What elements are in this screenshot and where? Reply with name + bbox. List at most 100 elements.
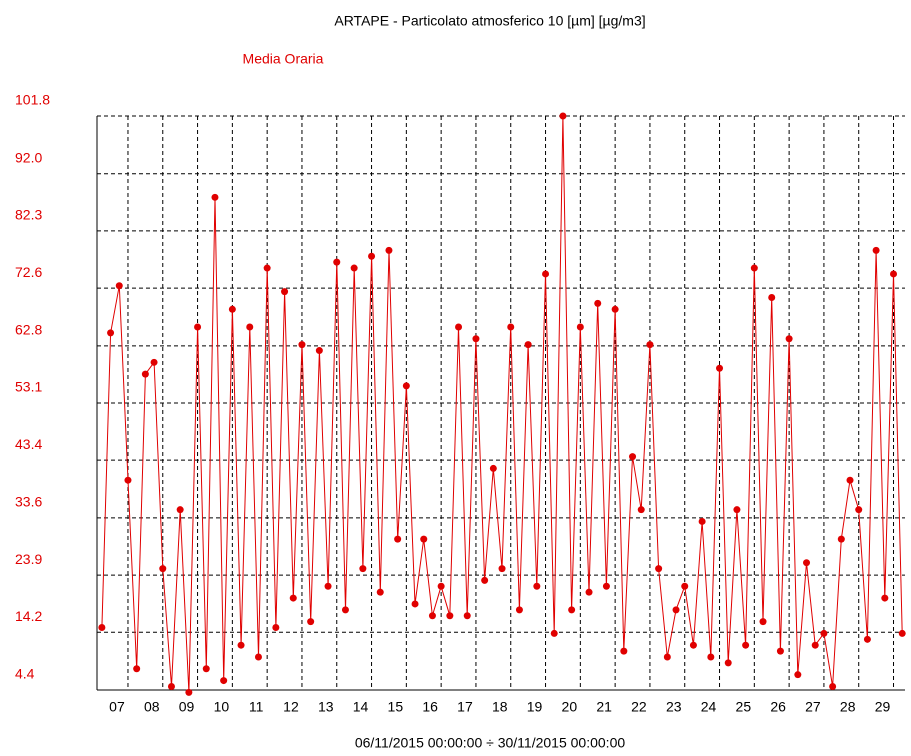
x-tick-label: 13 xyxy=(318,699,334,715)
data-point xyxy=(724,659,732,667)
data-point xyxy=(498,565,506,573)
data-point xyxy=(263,264,271,272)
data-point xyxy=(689,641,697,649)
y-tick-label: 101.8 xyxy=(15,92,50,108)
data-point xyxy=(150,358,158,366)
data-point xyxy=(115,282,123,290)
x-tick-label: 20 xyxy=(562,699,578,715)
data-point xyxy=(237,641,245,649)
data-point xyxy=(394,535,402,543)
data-point xyxy=(655,565,663,573)
data-point xyxy=(620,647,628,655)
data-point xyxy=(98,624,106,632)
data-point xyxy=(768,294,776,302)
data-point xyxy=(672,606,680,614)
data-point xyxy=(576,323,584,331)
y-tick-label: 14.2 xyxy=(15,608,42,624)
data-point xyxy=(167,682,175,690)
data-point xyxy=(750,264,758,272)
data-point xyxy=(289,594,297,602)
data-point xyxy=(211,193,219,201)
data-point xyxy=(272,624,280,632)
x-tick-label: 29 xyxy=(875,699,891,715)
data-point xyxy=(472,335,480,343)
data-point xyxy=(663,653,671,661)
data-point xyxy=(515,606,523,614)
x-tick-label: 28 xyxy=(840,699,856,715)
x-tick-label: 17 xyxy=(457,699,473,715)
data-point xyxy=(228,305,236,313)
data-point xyxy=(385,246,393,254)
data-point xyxy=(489,464,497,472)
data-point xyxy=(594,299,602,307)
x-tick-label: 12 xyxy=(283,699,299,715)
y-tick-label: 23.9 xyxy=(15,551,42,567)
data-point xyxy=(785,335,793,343)
x-tick-label: 21 xyxy=(596,699,612,715)
data-point xyxy=(254,653,262,661)
x-tick-label: 14 xyxy=(353,699,369,715)
data-point xyxy=(533,582,541,590)
data-point xyxy=(846,476,854,484)
x-tick-label: 19 xyxy=(527,699,543,715)
data-point xyxy=(194,323,202,331)
data-point xyxy=(707,653,715,661)
data-point xyxy=(507,323,515,331)
data-point xyxy=(863,635,871,643)
data-point xyxy=(124,476,132,484)
data-point xyxy=(794,671,802,679)
x-tick-label: 18 xyxy=(492,699,508,715)
y-tick-label: 72.6 xyxy=(15,264,42,280)
y-tick-label: 92.0 xyxy=(15,149,42,165)
data-point xyxy=(881,594,889,602)
data-point xyxy=(428,612,436,620)
y-tick-label: 62.8 xyxy=(15,322,42,338)
x-tick-label: 09 xyxy=(179,699,195,715)
data-point xyxy=(742,641,750,649)
data-point xyxy=(629,453,637,461)
data-point xyxy=(820,629,828,637)
x-tick-label: 16 xyxy=(422,699,438,715)
data-point xyxy=(411,600,419,608)
data-point xyxy=(759,618,767,626)
data-line xyxy=(101,115,903,693)
data-point xyxy=(637,506,645,514)
data-point xyxy=(481,576,489,584)
data-point xyxy=(455,323,463,331)
data-point xyxy=(872,246,880,254)
data-point xyxy=(585,588,593,596)
data-point xyxy=(107,329,115,337)
x-tick-label: 22 xyxy=(631,699,647,715)
data-point xyxy=(733,506,741,514)
x-tick-label: 27 xyxy=(805,699,821,715)
x-axis-label: 06/11/2015 00:00:00 ÷ 30/11/2015 00:00:0… xyxy=(355,735,626,751)
x-tick-label: 15 xyxy=(388,699,404,715)
data-point xyxy=(463,612,471,620)
y-tick-label: 43.4 xyxy=(15,436,42,452)
data-point xyxy=(890,270,898,278)
data-point xyxy=(333,258,341,266)
data-point xyxy=(281,288,289,296)
data-point xyxy=(681,582,689,590)
data-point xyxy=(437,582,445,590)
data-point xyxy=(141,370,149,378)
data-point xyxy=(568,606,576,614)
data-point xyxy=(542,270,550,278)
x-tick-label: 25 xyxy=(736,699,752,715)
y-tick-label: 33.6 xyxy=(15,494,42,510)
x-tick-label: 08 xyxy=(144,699,160,715)
data-point xyxy=(324,582,332,590)
y-tick-label: 4.4 xyxy=(15,666,35,682)
x-tick-label: 24 xyxy=(701,699,717,715)
x-tick-label: 23 xyxy=(666,699,682,715)
data-point xyxy=(829,682,837,690)
data-point xyxy=(716,364,724,372)
data-point xyxy=(898,629,906,637)
data-point xyxy=(307,618,315,626)
data-point xyxy=(550,629,558,637)
x-tick-label: 10 xyxy=(214,699,230,715)
data-point xyxy=(185,688,193,696)
data-point xyxy=(602,582,610,590)
